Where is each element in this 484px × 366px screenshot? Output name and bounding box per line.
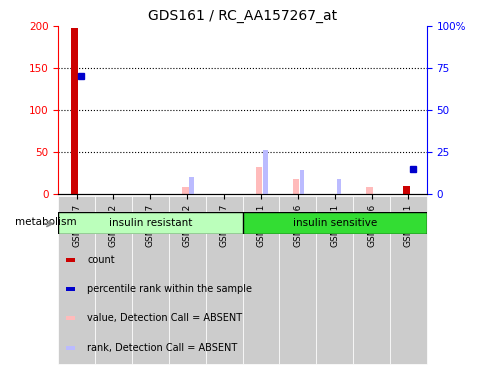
- Bar: [132, 196, 168, 364]
- Bar: [58, 212, 242, 234]
- Text: metabolism: metabolism: [15, 217, 76, 227]
- Text: percentile rank within the sample: percentile rank within the sample: [87, 284, 252, 294]
- Bar: [255, 167, 262, 194]
- Bar: [389, 196, 426, 364]
- Bar: [316, 196, 352, 364]
- Bar: [58, 196, 95, 364]
- Bar: [263, 150, 267, 194]
- Bar: [189, 177, 194, 194]
- Bar: [300, 171, 304, 194]
- Bar: [336, 179, 341, 194]
- Bar: [352, 196, 389, 364]
- Bar: [205, 196, 242, 364]
- Text: count: count: [87, 255, 114, 265]
- Bar: [242, 196, 279, 364]
- Bar: [402, 186, 409, 194]
- Text: value, Detection Call = ABSENT: value, Detection Call = ABSENT: [87, 313, 242, 324]
- Bar: [182, 187, 188, 194]
- Bar: [66, 287, 75, 291]
- Bar: [95, 196, 132, 364]
- Bar: [66, 258, 75, 262]
- Text: insulin resistant: insulin resistant: [108, 218, 192, 228]
- Bar: [279, 196, 316, 364]
- Bar: [66, 316, 75, 321]
- Text: insulin sensitive: insulin sensitive: [292, 218, 376, 228]
- Bar: [242, 212, 426, 234]
- Bar: [168, 196, 205, 364]
- Text: rank, Detection Call = ABSENT: rank, Detection Call = ABSENT: [87, 343, 237, 353]
- Bar: [365, 187, 372, 194]
- Bar: [292, 179, 299, 194]
- Bar: [71, 28, 78, 194]
- Bar: [66, 346, 75, 350]
- Title: GDS161 / RC_AA157267_at: GDS161 / RC_AA157267_at: [148, 9, 336, 23]
